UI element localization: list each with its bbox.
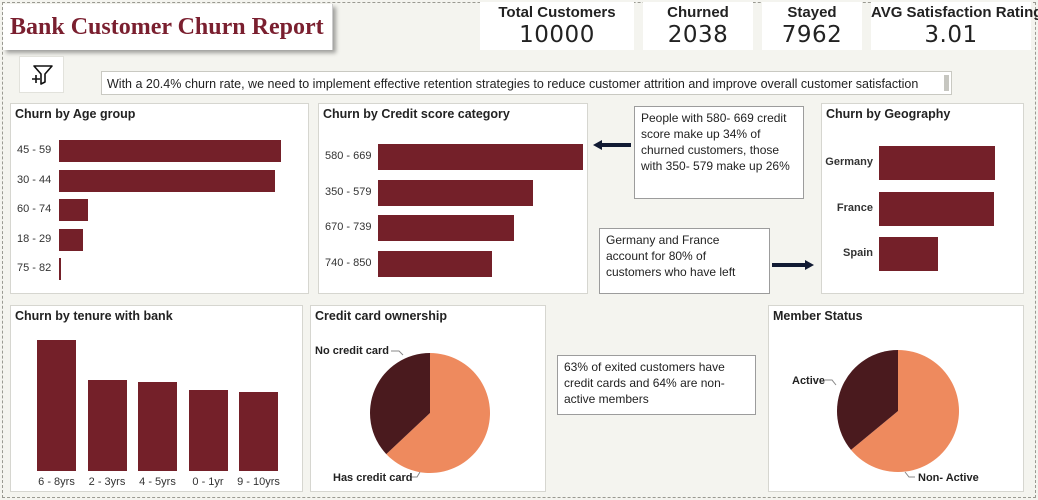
panel-credit-score: Churn by Credit score category 580 - 669… xyxy=(318,103,588,294)
kpi-churned: Churned 2038 xyxy=(643,2,753,50)
filter-button[interactable] xyxy=(19,56,64,93)
pie-label: Has credit card xyxy=(333,472,412,484)
bar[interactable] xyxy=(378,215,515,241)
summary-textbox: With a 20.4% churn rate, we need to impl… xyxy=(101,71,952,95)
category-label: Spain xyxy=(843,247,873,259)
bar[interactable] xyxy=(59,169,276,192)
pie-slice[interactable] xyxy=(370,353,430,455)
category-label: 740 - 850 xyxy=(325,256,372,269)
bar[interactable] xyxy=(188,390,228,471)
bar[interactable] xyxy=(59,140,281,162)
panel-geography: Churn by Geography Germany France Spain xyxy=(821,103,1024,294)
category-label: 4 - 5yrs xyxy=(139,476,176,488)
category-label: 2 - 3yrs xyxy=(88,476,126,488)
filter-add-icon xyxy=(32,65,53,85)
kpi-value: 7962 xyxy=(781,22,843,48)
panel-title: Churn by Age group xyxy=(15,107,136,121)
note-text: 63% of exited customers have credit card… xyxy=(564,360,725,406)
leader-line xyxy=(904,471,915,478)
card-pie-chart: No credit card Has credit card xyxy=(315,345,490,484)
kpi-avg-satisfaction: AVG Satisfaction Rating 3.01 xyxy=(871,2,1038,50)
arrow-right-icon xyxy=(772,260,814,270)
pie-label: No credit card xyxy=(315,345,389,357)
category-label: 75 - 82 xyxy=(17,262,52,274)
panel-age-group: Churn by Age group 45 - 59 30 - 44 60 - 74… xyxy=(10,103,309,294)
category-label: 9 - 10yrs xyxy=(237,476,280,488)
leader-line xyxy=(410,471,421,478)
note-text: People with 580- 669 credit score make u… xyxy=(641,111,790,173)
panel-tenure: Churn by tenure with bank 6 - 8yrs 2 - 3y… xyxy=(10,305,303,492)
bar[interactable] xyxy=(378,179,534,206)
bar[interactable] xyxy=(239,392,278,471)
report-title-box: Bank Customer Churn Report xyxy=(3,4,333,50)
arrow-left-icon xyxy=(593,140,631,150)
kpi-stayed: Stayed 7962 xyxy=(762,2,862,50)
note-card-member: 63% of exited customers have credit card… xyxy=(557,355,756,415)
bar[interactable] xyxy=(59,199,88,221)
leader-line xyxy=(391,350,404,356)
kpi-value: 3.01 xyxy=(924,22,978,48)
category-label: 350 - 579 xyxy=(325,185,372,198)
bar[interactable] xyxy=(879,146,995,180)
category-label: 45 - 59 xyxy=(17,144,52,156)
note-credit-score: People with 580- 669 credit score make u… xyxy=(634,106,804,199)
kpi-value: 10000 xyxy=(519,22,595,48)
category-label: 0 - 1yr xyxy=(192,476,224,488)
bar[interactable] xyxy=(879,191,995,226)
bar[interactable] xyxy=(378,250,493,277)
panel-title: Credit card ownership xyxy=(315,309,447,323)
leader-line xyxy=(825,379,837,386)
pie-slice[interactable] xyxy=(386,353,490,473)
kpi-label: AVG Satisfaction Rating xyxy=(871,4,1038,21)
bar[interactable] xyxy=(378,144,583,170)
category-label: 60 - 74 xyxy=(17,203,52,215)
pie-slice[interactable] xyxy=(850,350,959,472)
bar[interactable] xyxy=(138,381,177,471)
pie-label: Active xyxy=(792,375,825,387)
category-label: Germany xyxy=(825,156,873,168)
pie-slice[interactable] xyxy=(837,350,898,450)
bar[interactable] xyxy=(59,228,84,251)
member-pie-chart: Active Non- Active xyxy=(792,350,979,484)
bar[interactable] xyxy=(59,258,61,280)
kpi-value: 2038 xyxy=(667,22,729,48)
category-label: 580 - 669 xyxy=(325,150,372,162)
panel-title: Churn by Geography xyxy=(826,107,951,121)
note-text: Germany and France account for 80% of cu… xyxy=(606,233,736,279)
kpi-label: Churned xyxy=(667,4,729,21)
panel-title: Churn by Credit score category xyxy=(323,107,510,121)
panel-credit-card: Credit card ownership No credit card Has … xyxy=(310,305,546,492)
kpi-label: Stayed xyxy=(787,4,837,21)
bar[interactable] xyxy=(879,237,938,271)
category-label: 6 - 8yrs xyxy=(38,476,75,488)
panel-member-status: Member Status Active Non- Active xyxy=(768,305,1024,492)
bar[interactable] xyxy=(87,380,127,471)
category-label: 18 - 29 xyxy=(17,232,52,245)
kpi-total-customers: Total Customers 10000 xyxy=(480,2,634,50)
category-label: 30 - 44 xyxy=(17,173,52,186)
report-title: Bank Customer Churn Report xyxy=(10,14,324,40)
pie-label: Non- Active xyxy=(918,472,979,484)
summary-text: With a 20.4% churn rate, we need to impl… xyxy=(107,77,919,91)
category-label: France xyxy=(836,201,873,214)
bar[interactable] xyxy=(37,340,76,471)
summary-scrollbar[interactable] xyxy=(944,75,949,91)
kpi-label: Total Customers xyxy=(498,4,616,21)
panel-title: Churn by tenure with bank xyxy=(15,309,173,323)
note-geography: Germany and France account for 80% of cu… xyxy=(599,228,770,294)
panel-title: Member Status xyxy=(773,309,863,323)
category-label: 670 - 739 xyxy=(325,221,372,233)
